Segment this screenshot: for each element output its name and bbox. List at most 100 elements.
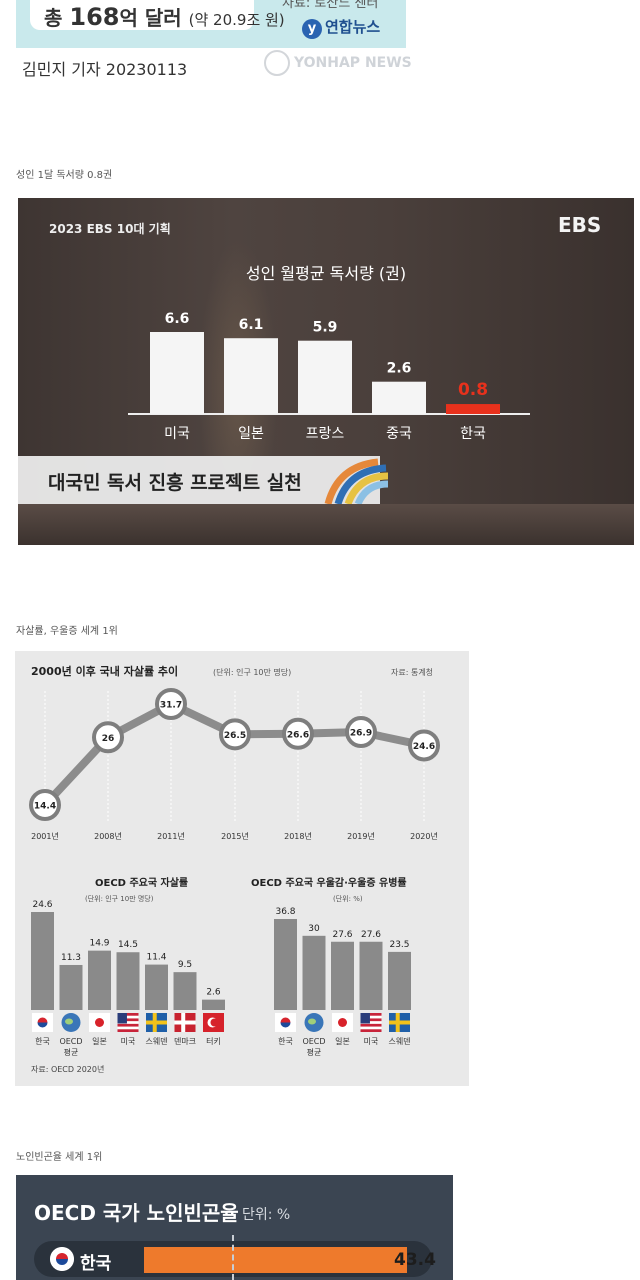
oecd-category-label: 일본 <box>92 1037 107 1046</box>
total-approx: (약 20.9조 원) <box>188 11 285 29</box>
watermark-text: YONHAP NEWS <box>294 55 412 71</box>
watermark-circle-icon <box>264 50 290 76</box>
trend-value-label: 26.6 <box>287 730 309 740</box>
reading-category-label: 미국 <box>164 426 190 442</box>
section-caption-suicide: 자살률, 우울증 세계 1위 <box>16 626 118 637</box>
yonhap-logo: y 연합뉴스 <box>302 16 380 39</box>
oecd-bar <box>274 919 297 1010</box>
oecd-bar <box>88 950 111 1010</box>
reading-bar-chart: 6.6 미국 6.1 일본 5.9 프랑스 2.6 중국 0.8 한국 <box>128 311 530 442</box>
reading-category-label: 프랑스 <box>306 426 345 442</box>
oecd-bar <box>202 999 225 1010</box>
oecd-bar-value-label: 11.3 <box>61 953 81 963</box>
ebs-caption-strip-text: 대국민 독서 진흥 프로젝트 실천 <box>48 472 302 494</box>
yonhap-watermark: YONHAP NEWS <box>264 50 412 76</box>
reading-value-label: 6.1 <box>239 317 264 333</box>
section-caption-reading: 성인 1달 독서량 0.8권 <box>16 170 113 181</box>
oecd-bar-value-label: 27.6 <box>332 930 352 940</box>
suicide-trend-unit: (단위: 인구 10만 명당) <box>213 667 291 677</box>
ebs-series-label: 2023 EBS 10대 기획 <box>49 222 171 236</box>
trend-point <box>155 688 187 720</box>
oecd-category-label: OECD <box>302 1037 325 1046</box>
jp-flag-icon <box>89 1013 110 1032</box>
oecd-category-label: 터키 <box>206 1037 221 1046</box>
ebs-caption-strip <box>18 456 380 504</box>
reading-category-label: 중국 <box>386 426 412 442</box>
top-source: 자료: 로잔느 센터 <box>282 0 379 11</box>
tr-flag-icon <box>203 1013 224 1032</box>
oecd-bar <box>145 964 168 1010</box>
oecd-depression-title: OECD 주요국 우울감·우울증 유병률 <box>251 876 407 889</box>
reading-bar <box>224 338 278 414</box>
kr-flag-icon <box>275 1013 296 1032</box>
jp-flag-icon <box>332 1013 353 1032</box>
oecd-bar-value-label: 27.6 <box>361 930 381 940</box>
total-suffix: 억 달러 <box>119 6 182 30</box>
oecd-category-label: 미국 <box>364 1037 379 1046</box>
oecd-bar-value-label: 11.4 <box>146 953 166 963</box>
oecd-bar <box>59 964 83 1010</box>
trend-year-label: 2020년 <box>410 831 438 841</box>
suicide-charts: 2000년 이후 국내 자살률 추이 (단위: 인구 10만 명당) 자료: 통… <box>29 664 440 1074</box>
total-amount-pill <box>30 0 254 30</box>
dk-flag-icon <box>174 1013 196 1032</box>
korea-flag-icon <box>50 1247 74 1271</box>
trend-value-label: 26.9 <box>350 729 372 739</box>
oecd-flag-icon <box>303 1013 325 1032</box>
oecd-category-label: 스웨덴 <box>145 1036 167 1046</box>
trend-point <box>29 789 61 821</box>
suicide-trend-source: 자료: 통계청 <box>391 667 433 677</box>
oecd-bar <box>173 972 197 1010</box>
reading-category-label: 한국 <box>460 426 486 442</box>
oecd-category-label: 한국 <box>278 1037 293 1046</box>
trend-point <box>92 721 124 754</box>
oecd-category-label: 스웨덴 <box>388 1036 410 1046</box>
oecd-category-label: OECD <box>59 1037 82 1046</box>
oecd-bar-value-label: 9.5 <box>178 960 192 970</box>
poverty-title: OECD 국가 노인빈곤율 <box>34 1201 239 1225</box>
ebs-logo: EBS <box>558 213 602 237</box>
oecd-bar-value-label: 36.8 <box>275 907 295 917</box>
oecd-depression-unit: (단위: %) <box>333 894 363 903</box>
section-caption-poverty: 노인빈곤율 세계 1위 <box>16 1152 103 1163</box>
oecd-category-label: 미국 <box>121 1037 136 1046</box>
reading-value-label: 2.6 <box>387 361 412 377</box>
oecd-bar <box>116 952 140 1010</box>
trend-value-label: 14.4 <box>34 802 56 812</box>
total-amount-text: 총 168억 달러 (약 20.9조 원) <box>44 2 285 31</box>
trend-year-label: 2008년 <box>94 831 122 841</box>
oecd-footer-source: 자료: OECD 2020년 <box>31 1064 104 1074</box>
oecd-category-label: 평균 <box>64 1047 79 1057</box>
poverty-chart-panel: OECD 국가 노인빈곤율 단위: % 한국 43.4 <box>16 1175 453 1280</box>
poverty-value-label: 43.4 <box>394 1250 436 1270</box>
suicide-infographic-panel: 2000년 이후 국내 자살률 추이 (단위: 인구 10만 명당) 자료: 통… <box>15 651 469 1086</box>
oecd-bar <box>388 951 411 1010</box>
trend-value-label: 26 <box>102 734 115 744</box>
kr-flag-icon <box>32 1013 53 1032</box>
reading-bar <box>446 404 500 414</box>
reading-value-label: 5.9 <box>313 320 338 336</box>
ebs-stripe-decoration <box>324 458 388 504</box>
oecd-category-label: 덴마크 <box>174 1037 196 1046</box>
oecd-bar <box>359 941 383 1010</box>
trend-value-label: 24.6 <box>413 742 435 752</box>
trend-value-label: 31.7 <box>160 701 182 711</box>
yonhap-logo-icon: y <box>302 19 322 39</box>
reading-bar <box>298 340 352 414</box>
yonhap-logo-text: 연합뉴스 <box>325 18 381 36</box>
suicide-trend-title: 2000년 이후 국내 자살률 추이 <box>31 664 178 678</box>
trend-point <box>219 718 251 751</box>
oecd-category-label: 일본 <box>335 1037 350 1046</box>
total-prefix: 총 <box>44 6 70 30</box>
oecd-suicide-title: OECD 주요국 자살률 <box>95 876 188 889</box>
trend-year-label: 2011년 <box>157 831 185 841</box>
byline: 김민지 기자 20230113 <box>22 60 188 79</box>
trend-year-label: 2001년 <box>31 831 59 841</box>
trend-point <box>345 716 377 749</box>
reading-value-label: 6.6 <box>165 311 190 327</box>
oecd-bar-value-label: 2.6 <box>206 988 221 998</box>
poverty-bar <box>144 1247 407 1273</box>
trend-year-label: 2015년 <box>221 831 249 841</box>
trend-year-label: 2018년 <box>284 831 312 841</box>
us-flag-icon <box>117 1013 139 1032</box>
